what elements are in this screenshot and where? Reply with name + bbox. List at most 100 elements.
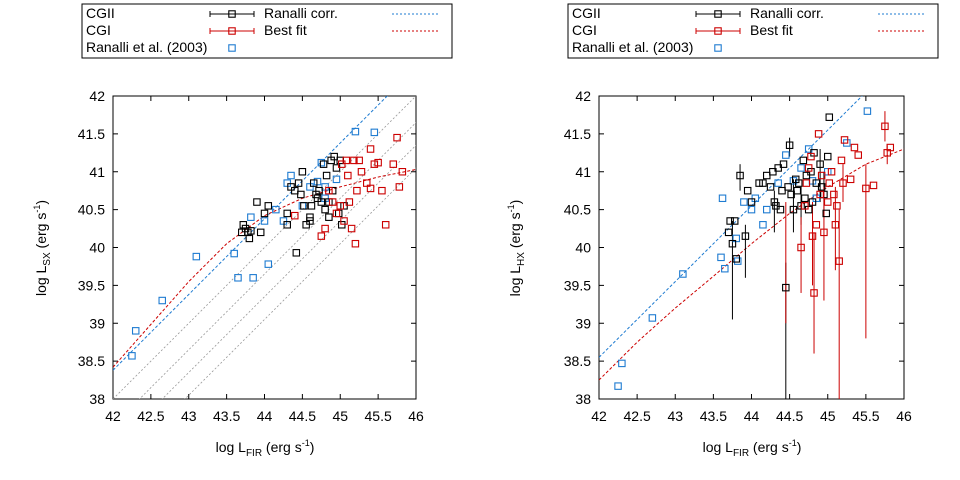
point-cgii bbox=[309, 179, 318, 187]
point-ranalli_pts bbox=[804, 145, 813, 153]
point-cgii bbox=[743, 186, 752, 195]
y-tick-label: 40.5 bbox=[78, 202, 105, 218]
point-cgi bbox=[342, 156, 351, 165]
point-cgi bbox=[374, 158, 382, 167]
x-tick-label: 44.5 bbox=[776, 408, 803, 424]
point-ranalli_pts bbox=[283, 179, 291, 187]
legend-label-cgi: CGI bbox=[572, 22, 597, 38]
point-cgii bbox=[785, 141, 794, 149]
point-cgi bbox=[831, 221, 840, 229]
point-cgii bbox=[313, 194, 322, 203]
point-cgii bbox=[795, 179, 803, 187]
plot-area bbox=[113, 96, 416, 399]
y-tick-label: 39 bbox=[575, 315, 591, 331]
x-tick-label: 45 bbox=[820, 408, 836, 424]
point-cgii bbox=[340, 202, 348, 210]
legend-label-ranalli_pts: Ranalli et al. (2003) bbox=[572, 39, 693, 55]
point-cgii bbox=[325, 213, 333, 221]
y-tick-label: 39.5 bbox=[564, 277, 591, 293]
point-ranalli_pts bbox=[863, 107, 872, 115]
point-cgi bbox=[850, 143, 859, 152]
point-ranalli_pts bbox=[732, 234, 740, 243]
point-cgii bbox=[239, 221, 248, 229]
point-ranalli_pts bbox=[234, 274, 242, 282]
point-ranalli_pts bbox=[797, 164, 805, 172]
point-ranalli_pts bbox=[789, 177, 798, 185]
point-cgii bbox=[822, 209, 830, 218]
point-ranalli_pts bbox=[247, 213, 255, 221]
legend: CGII Ranalli corr. CGI Best fit Ranalli et a… bbox=[81, 3, 453, 59]
legend-marker-ranalli_pts bbox=[714, 44, 722, 52]
legend-marker-cgi bbox=[714, 27, 722, 35]
point-cgii bbox=[769, 168, 777, 176]
point-cgii bbox=[787, 190, 795, 199]
x-axis-label: log LFIR (erg s-1) bbox=[703, 438, 802, 459]
point-cgii bbox=[820, 190, 828, 199]
point-cgii bbox=[306, 213, 314, 221]
legend-marker-cgii bbox=[714, 10, 722, 18]
point-cgii bbox=[322, 171, 331, 180]
point-cgii bbox=[778, 186, 786, 195]
y-tick-label: 41.5 bbox=[78, 126, 105, 142]
point-cgii bbox=[797, 202, 805, 210]
point-cgii bbox=[298, 168, 307, 176]
point-cgii bbox=[319, 160, 328, 168]
point-ranalli_pts bbox=[740, 198, 748, 206]
point-ranalli_pts bbox=[260, 217, 269, 225]
point-cgii bbox=[264, 202, 273, 210]
point-cgii bbox=[297, 190, 305, 199]
point-cgii bbox=[801, 194, 809, 203]
x-axis-label: log LFIR (erg s-1) bbox=[216, 438, 315, 459]
point-cgii bbox=[823, 152, 832, 161]
legend: CGII Ranalli corr. CGI Best fit Ranalli et a… bbox=[567, 3, 939, 59]
y-tick-label: 38 bbox=[575, 391, 591, 407]
point-ranalli_pts bbox=[679, 270, 687, 278]
point-cgii bbox=[294, 179, 303, 187]
legend-label-ranalli_corr: Ranalli corr. bbox=[264, 5, 338, 21]
point-cgi bbox=[827, 168, 836, 176]
point-cgii bbox=[747, 198, 756, 206]
legend-label-best_fit: Best fit bbox=[264, 22, 307, 38]
legend-label-ranalli_pts: Ranalli et al. (2003) bbox=[86, 39, 207, 55]
point-cgi bbox=[389, 160, 398, 168]
point-cgii bbox=[784, 183, 792, 191]
plot-area bbox=[599, 96, 904, 399]
point-cgi bbox=[801, 202, 809, 210]
point-cgi bbox=[812, 221, 821, 229]
point-ranalli_pts bbox=[230, 249, 238, 258]
point-cgii bbox=[325, 198, 333, 206]
point-ranalli_pts bbox=[264, 260, 273, 268]
point-cgii bbox=[328, 186, 337, 195]
point-cgi bbox=[840, 136, 849, 144]
best-fit-curve bbox=[599, 148, 904, 381]
y-tick-label: 38 bbox=[89, 391, 105, 407]
point-cgii bbox=[789, 205, 798, 214]
point-cgii bbox=[770, 198, 779, 206]
point-cgi bbox=[881, 122, 889, 131]
point-ranalli_pts bbox=[249, 274, 257, 282]
point-ranalli_pts bbox=[648, 314, 657, 322]
point-cgi bbox=[357, 168, 366, 176]
guide-line bbox=[113, 96, 416, 399]
y-tick-label: 42 bbox=[575, 88, 591, 104]
point-ranalli_pts bbox=[762, 205, 771, 214]
point-cgi bbox=[797, 243, 805, 252]
point-cgii bbox=[332, 164, 341, 172]
point-ranalli_pts bbox=[823, 168, 832, 176]
point-ranalli_pts bbox=[321, 183, 329, 191]
point-cgi bbox=[854, 151, 862, 159]
point-cgii bbox=[321, 205, 329, 214]
point-cgii bbox=[817, 183, 826, 191]
point-cgii bbox=[732, 255, 740, 263]
point-ranalli_pts bbox=[158, 296, 166, 305]
point-cgi bbox=[393, 133, 401, 142]
point-cgii bbox=[724, 228, 733, 237]
point-ranalli_pts bbox=[321, 194, 329, 203]
point-ranalli_pts bbox=[751, 194, 760, 203]
y-tick-label: 41.5 bbox=[564, 126, 591, 142]
point-ranalli_pts bbox=[370, 128, 379, 137]
point-cgi bbox=[825, 179, 834, 187]
point-cgii bbox=[825, 113, 834, 121]
guide-line bbox=[184, 167, 416, 399]
